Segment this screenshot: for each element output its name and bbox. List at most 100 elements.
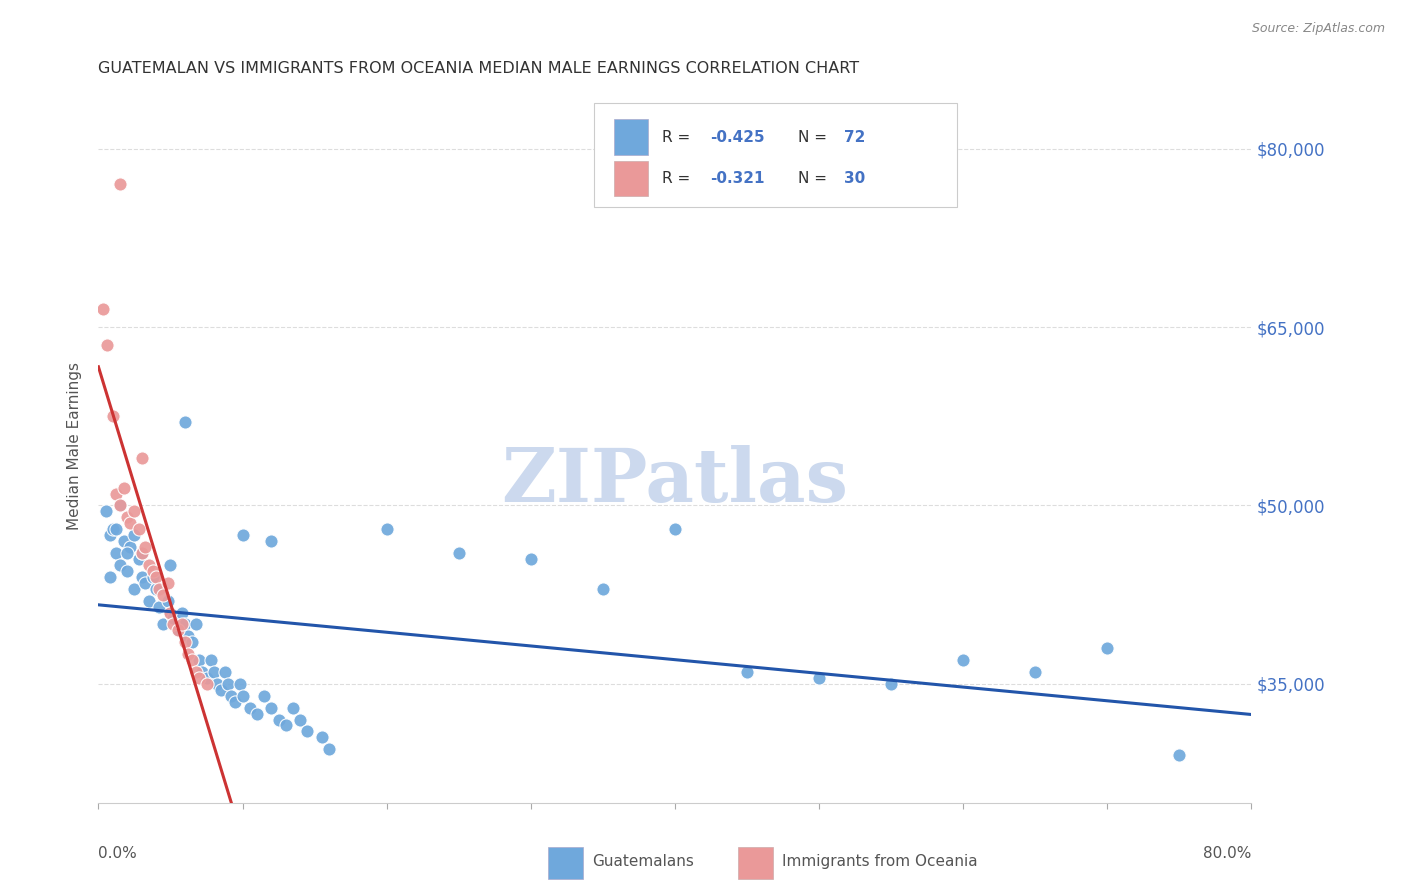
Point	[188, 653, 211, 667]
Point	[807, 671, 830, 685]
Point	[191, 665, 214, 679]
Point	[297, 724, 319, 739]
Point	[124, 582, 146, 596]
Point	[134, 540, 156, 554]
Point	[138, 558, 160, 572]
Point	[91, 302, 114, 317]
Point	[159, 558, 181, 572]
Point	[952, 653, 974, 667]
Text: -0.321: -0.321	[710, 171, 765, 186]
Point	[174, 415, 197, 429]
FancyBboxPatch shape	[614, 161, 648, 196]
Point	[104, 486, 127, 500]
Point	[166, 624, 188, 638]
Point	[205, 677, 228, 691]
Point	[117, 546, 139, 560]
Point	[177, 647, 200, 661]
Point	[200, 653, 222, 667]
FancyBboxPatch shape	[738, 847, 773, 880]
Point	[181, 653, 204, 667]
Point	[104, 522, 127, 536]
Point	[134, 575, 156, 590]
Point	[170, 617, 193, 632]
Text: 30: 30	[845, 171, 866, 186]
Text: GUATEMALAN VS IMMIGRANTS FROM OCEANIA MEDIAN MALE EARNINGS CORRELATION CHART: GUATEMALAN VS IMMIGRANTS FROM OCEANIA ME…	[98, 61, 859, 76]
Point	[664, 522, 686, 536]
Point	[228, 677, 250, 691]
Point	[142, 570, 165, 584]
Text: N =: N =	[799, 171, 832, 186]
Point	[239, 700, 262, 714]
Point	[318, 742, 340, 756]
Point	[120, 540, 142, 554]
Point	[108, 178, 131, 192]
Point	[145, 570, 167, 584]
Point	[195, 677, 218, 691]
Point	[117, 564, 139, 578]
Point	[145, 582, 167, 596]
Text: R =: R =	[662, 171, 696, 186]
Point	[267, 713, 290, 727]
Point	[260, 534, 283, 549]
Text: Immigrants from Oceania: Immigrants from Oceania	[782, 854, 977, 869]
Point	[181, 635, 204, 649]
Point	[311, 731, 333, 745]
Point	[253, 689, 276, 703]
Point	[880, 677, 903, 691]
Point	[94, 504, 117, 518]
Point	[131, 570, 153, 584]
Point	[124, 528, 146, 542]
Point	[98, 528, 121, 542]
Point	[592, 582, 614, 596]
Point	[128, 522, 150, 536]
Point	[209, 682, 232, 697]
Point	[246, 706, 269, 721]
FancyBboxPatch shape	[595, 103, 957, 207]
Point	[159, 606, 181, 620]
Point	[117, 510, 139, 524]
Point	[447, 546, 470, 560]
Point	[101, 409, 124, 424]
Point	[217, 677, 239, 691]
Point	[124, 504, 146, 518]
Text: 80.0%: 80.0%	[1204, 846, 1251, 861]
Point	[177, 629, 200, 643]
Point	[162, 617, 184, 632]
Text: 0.0%: 0.0%	[98, 846, 138, 861]
Point	[108, 499, 131, 513]
Point	[148, 582, 170, 596]
Point	[142, 564, 165, 578]
Text: ZIPatlas: ZIPatlas	[502, 445, 848, 518]
Point	[186, 617, 208, 632]
Point	[214, 665, 236, 679]
Point	[188, 671, 211, 685]
Point	[101, 522, 124, 536]
Point	[1097, 641, 1119, 656]
Point	[104, 546, 127, 560]
Point	[202, 665, 225, 679]
Point	[120, 516, 142, 531]
Point	[735, 665, 758, 679]
Point	[174, 635, 197, 649]
Point	[166, 624, 188, 638]
FancyBboxPatch shape	[548, 847, 582, 880]
Point	[219, 689, 242, 703]
Point	[375, 522, 398, 536]
Point	[174, 617, 197, 632]
Y-axis label: Median Male Earnings: Median Male Earnings	[67, 362, 83, 530]
Point	[281, 700, 304, 714]
Point	[98, 570, 121, 584]
Text: 72: 72	[845, 129, 866, 145]
Point	[108, 558, 131, 572]
Point	[274, 718, 297, 732]
Point	[1168, 748, 1191, 763]
Text: N =: N =	[799, 129, 832, 145]
Point	[112, 534, 135, 549]
Text: -0.425: -0.425	[710, 129, 765, 145]
Point	[290, 713, 312, 727]
Point	[231, 689, 254, 703]
Point	[112, 481, 135, 495]
Point	[170, 606, 193, 620]
Point	[159, 606, 181, 620]
Text: Guatemalans: Guatemalans	[592, 854, 693, 869]
